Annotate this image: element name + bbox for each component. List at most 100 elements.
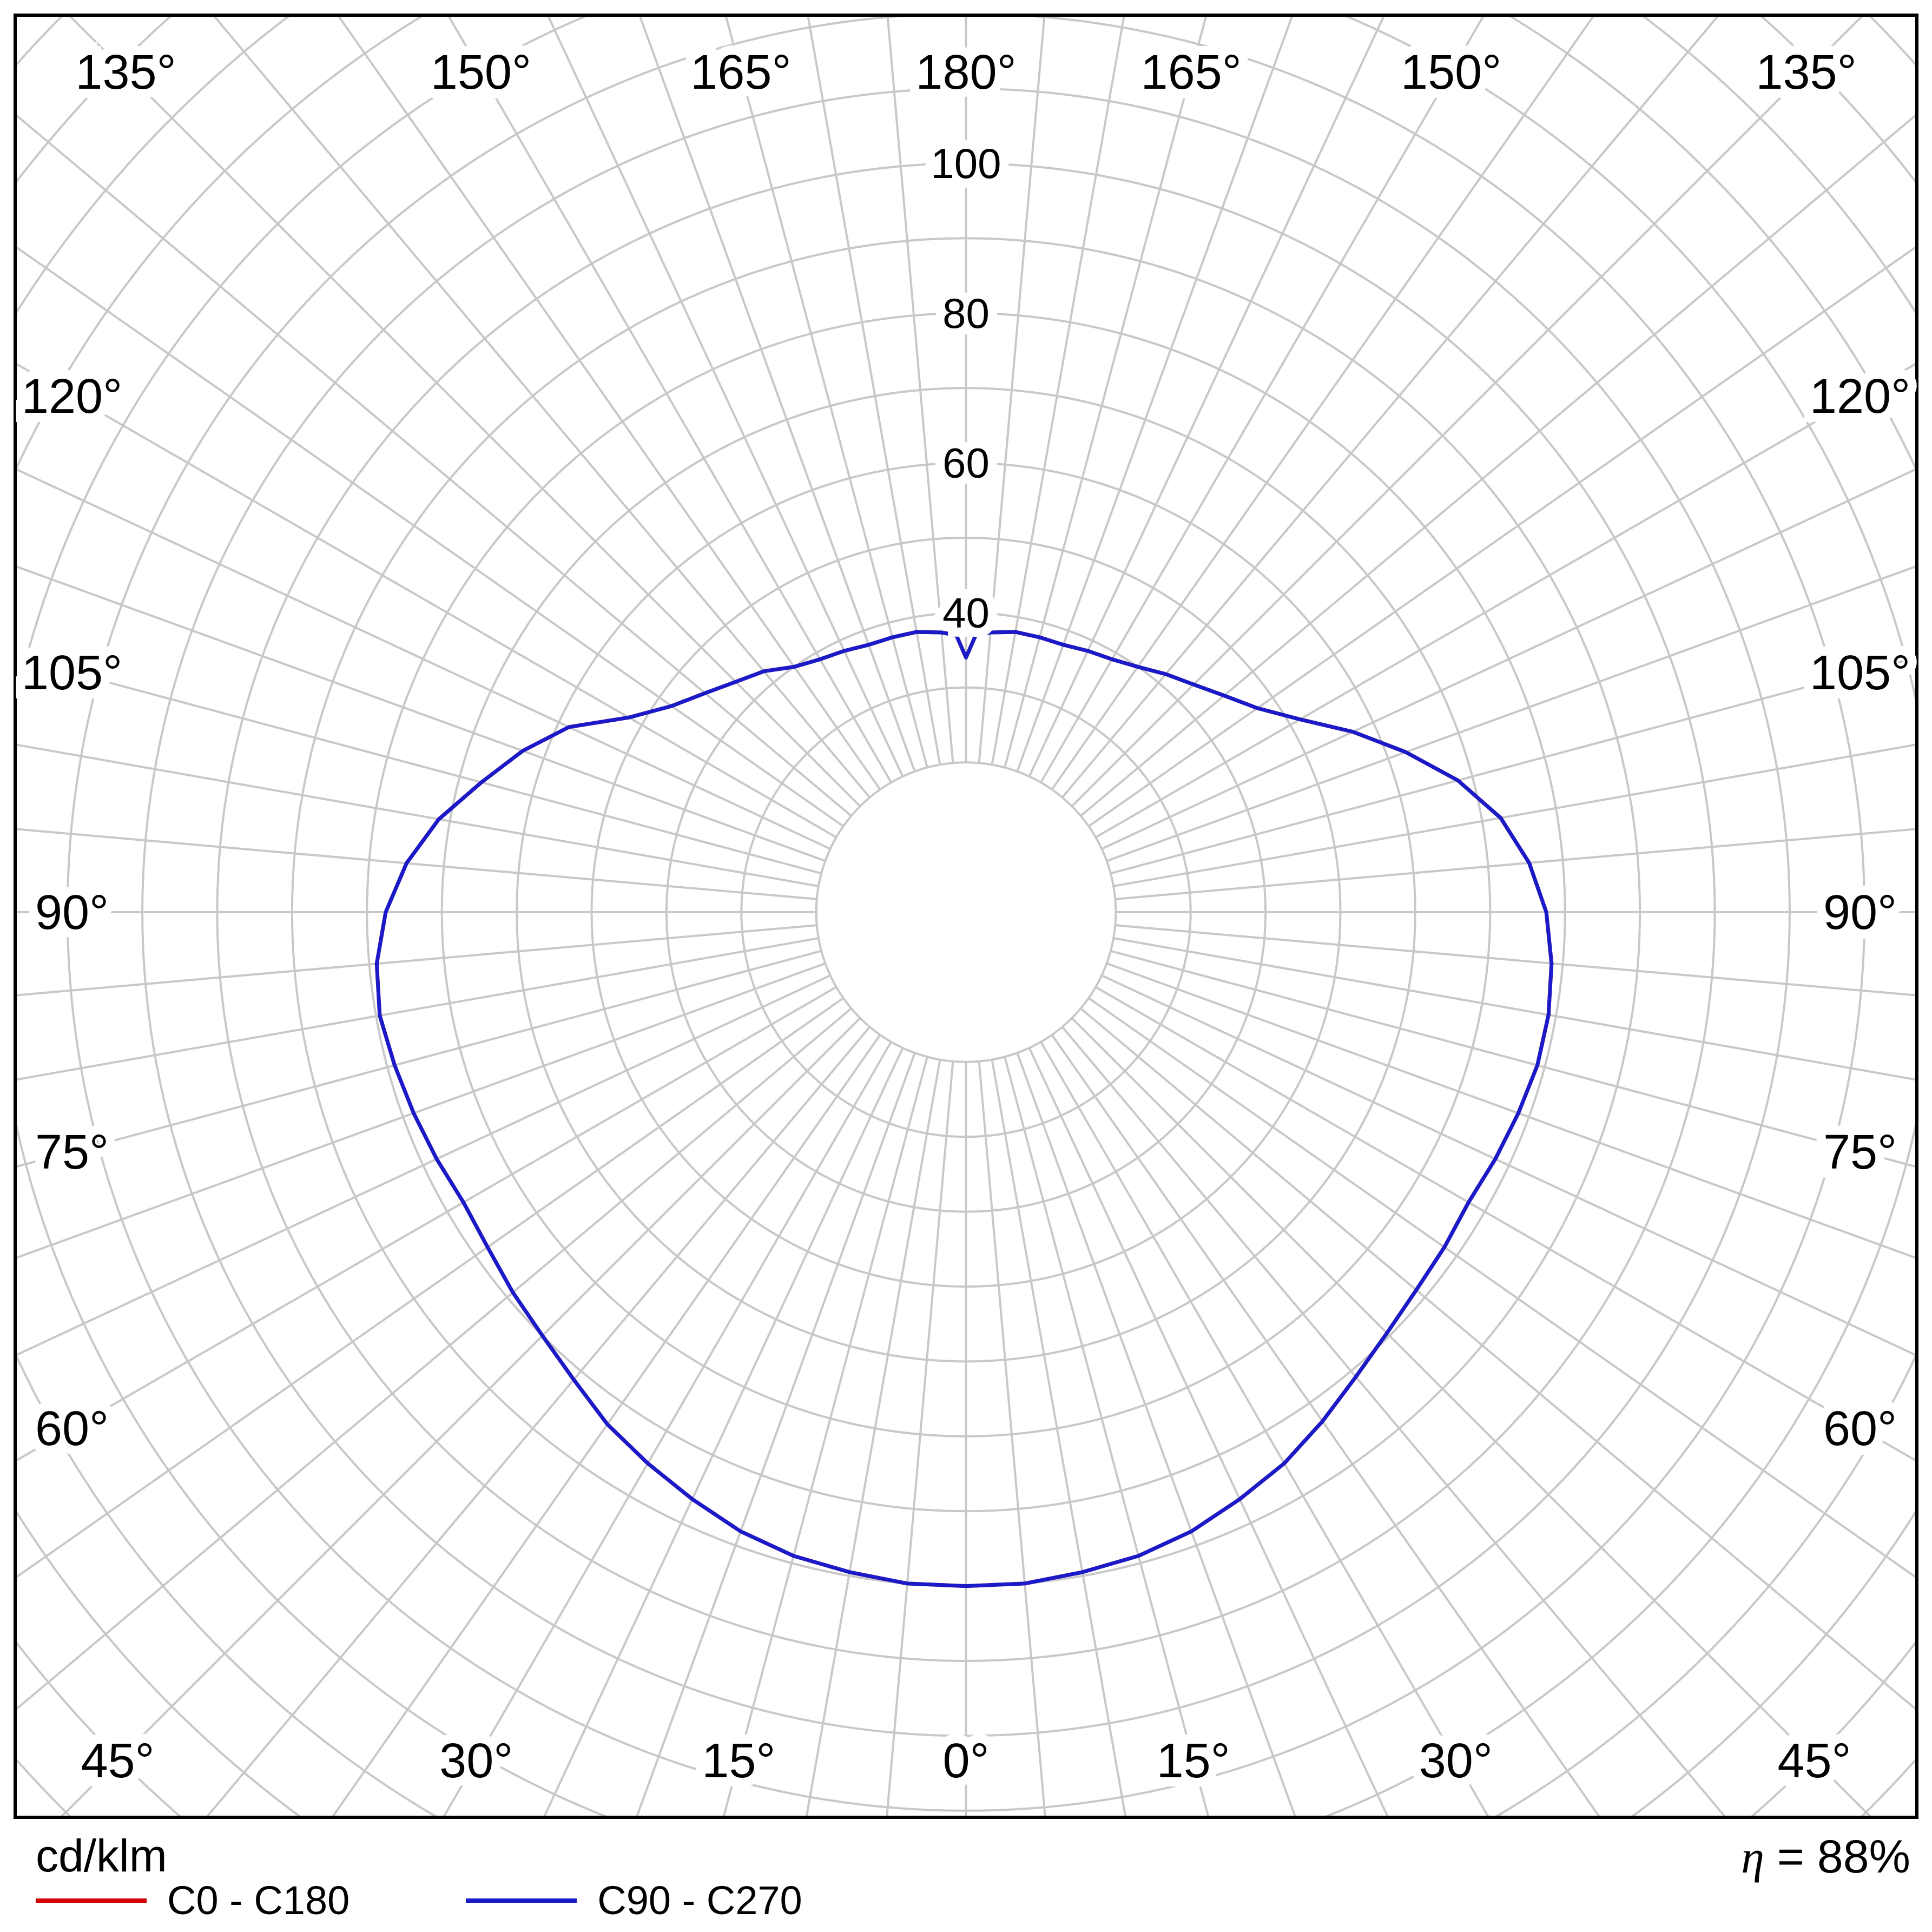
unit-label: cd/klm bbox=[36, 1830, 167, 1881]
grid-spoke bbox=[724, 15, 928, 768]
angle-label: 15° bbox=[702, 1734, 775, 1788]
intensity-curves bbox=[374, 630, 1554, 1588]
legend-item-c90: C90 - C270 bbox=[466, 1877, 802, 1923]
grid-spoke bbox=[991, 15, 1125, 765]
grid-spoke bbox=[15, 656, 822, 875]
grid-spoke bbox=[1088, 997, 1917, 1580]
grid-spoke bbox=[1028, 15, 1386, 777]
angle-label: 165° bbox=[1141, 45, 1242, 100]
grid-spoke bbox=[1106, 565, 1917, 862]
grid-spoke bbox=[1016, 15, 1294, 772]
grid-spoke bbox=[807, 15, 941, 765]
angle-label: 105° bbox=[22, 646, 122, 700]
angle-label: 60° bbox=[1823, 1402, 1897, 1456]
grid-spoke bbox=[15, 962, 826, 1260]
legend: C0 - C180 C90 - C270 bbox=[36, 1877, 802, 1923]
radial-tick-label: 40 bbox=[942, 589, 990, 636]
grid-spoke bbox=[1071, 1017, 1873, 1817]
angle-label: 180° bbox=[915, 45, 1016, 100]
grid-spoke bbox=[1101, 467, 1917, 850]
grid-spoke bbox=[1061, 15, 1720, 799]
legend-swatch-c90-c270 bbox=[466, 1898, 577, 1903]
grid-spoke bbox=[1004, 1056, 1210, 1817]
grid-spoke bbox=[15, 937, 819, 1081]
angle-label: 45° bbox=[1777, 1734, 1851, 1788]
angle-label: 90° bbox=[1823, 886, 1897, 940]
grid-spoke bbox=[805, 1059, 941, 1817]
legend-swatch-c0-c180 bbox=[36, 1898, 147, 1903]
grid-spoke bbox=[886, 15, 954, 763]
radial-tick-label: 100 bbox=[931, 140, 1001, 187]
grid-spoke bbox=[15, 245, 844, 827]
angle-label: 75° bbox=[35, 1125, 109, 1179]
efficiency-label: η = 88% bbox=[1741, 1831, 1910, 1883]
grid-spoke bbox=[1115, 828, 1917, 900]
angle-label: 30° bbox=[439, 1734, 513, 1788]
grid-spoke bbox=[15, 949, 822, 1168]
angle-label: 90° bbox=[35, 886, 109, 940]
grid-spoke bbox=[1028, 1047, 1389, 1817]
grid-spoke bbox=[59, 1017, 861, 1817]
grid-spoke bbox=[1101, 974, 1917, 1357]
grid-spoke bbox=[1051, 1034, 1601, 1817]
angle-label: 135° bbox=[75, 45, 176, 100]
grid-spoke bbox=[1095, 986, 1917, 1463]
grid-spoke bbox=[1113, 937, 1917, 1081]
grid-spoke bbox=[638, 15, 916, 772]
grid-spoke bbox=[1040, 1041, 1490, 1817]
grid-spoke bbox=[1115, 924, 1917, 997]
angle-label: 15° bbox=[1157, 1734, 1230, 1788]
grid-spoke bbox=[1040, 15, 1486, 783]
grid-spoke bbox=[15, 828, 817, 900]
grid-spoke bbox=[15, 565, 826, 862]
grid-spoke bbox=[15, 1007, 852, 1712]
angle-label: 45° bbox=[81, 1734, 154, 1788]
angle-label: 135° bbox=[1756, 45, 1856, 100]
grid-spoke bbox=[15, 361, 837, 839]
angle-label: 75° bbox=[1823, 1125, 1897, 1179]
grid-spoke bbox=[331, 1034, 881, 1817]
grid-spoke bbox=[15, 113, 852, 817]
grid-spoke bbox=[212, 15, 871, 799]
angle-label: 120° bbox=[1810, 370, 1910, 424]
grid-spoke bbox=[15, 986, 837, 1463]
radial-tick-label: 80 bbox=[942, 289, 990, 337]
angle-label: 60° bbox=[35, 1402, 109, 1456]
angle-label: 0° bbox=[942, 1734, 989, 1788]
angle-label: 150° bbox=[431, 45, 531, 100]
grid-spoke bbox=[635, 1052, 916, 1817]
grid-spoke bbox=[543, 1047, 904, 1817]
curve-c0-c180 bbox=[374, 630, 1554, 1588]
grid-spoke bbox=[1106, 962, 1917, 1260]
grid-spoke bbox=[205, 1026, 871, 1817]
grid-spoke bbox=[337, 15, 881, 790]
grid-spoke bbox=[1088, 245, 1917, 827]
angle-label: 30° bbox=[1419, 1734, 1493, 1788]
legend-item-c0: C0 - C180 bbox=[36, 1877, 350, 1923]
grid-spoke bbox=[1061, 1026, 1727, 1817]
angle-label: 165° bbox=[690, 45, 791, 100]
grid-spoke bbox=[978, 1061, 1046, 1817]
angle-label: 105° bbox=[1810, 646, 1910, 700]
grid-circle bbox=[815, 761, 1117, 1063]
grid-spoke bbox=[67, 15, 861, 807]
legend-label-c90-c270: C90 - C270 bbox=[597, 1878, 802, 1923]
angle-label: 120° bbox=[22, 370, 122, 424]
grid-spoke bbox=[446, 15, 892, 783]
grid-spoke bbox=[15, 974, 831, 1357]
grid-spoke bbox=[978, 15, 1046, 763]
grid-spoke bbox=[1113, 743, 1917, 887]
grid-spoke bbox=[442, 1041, 892, 1817]
grid-spoke bbox=[15, 467, 831, 850]
grid-spoke bbox=[15, 997, 844, 1580]
angle-label: 150° bbox=[1401, 45, 1501, 100]
radial-tick-label: 60 bbox=[942, 439, 990, 487]
grid-spoke bbox=[1110, 949, 1917, 1168]
grid-spoke bbox=[991, 1059, 1127, 1817]
grid-spoke bbox=[1080, 113, 1917, 817]
grid-spoke bbox=[886, 1061, 954, 1817]
legend-label-c0-c180: C0 - C180 bbox=[167, 1878, 350, 1923]
grid-spoke bbox=[15, 743, 819, 887]
